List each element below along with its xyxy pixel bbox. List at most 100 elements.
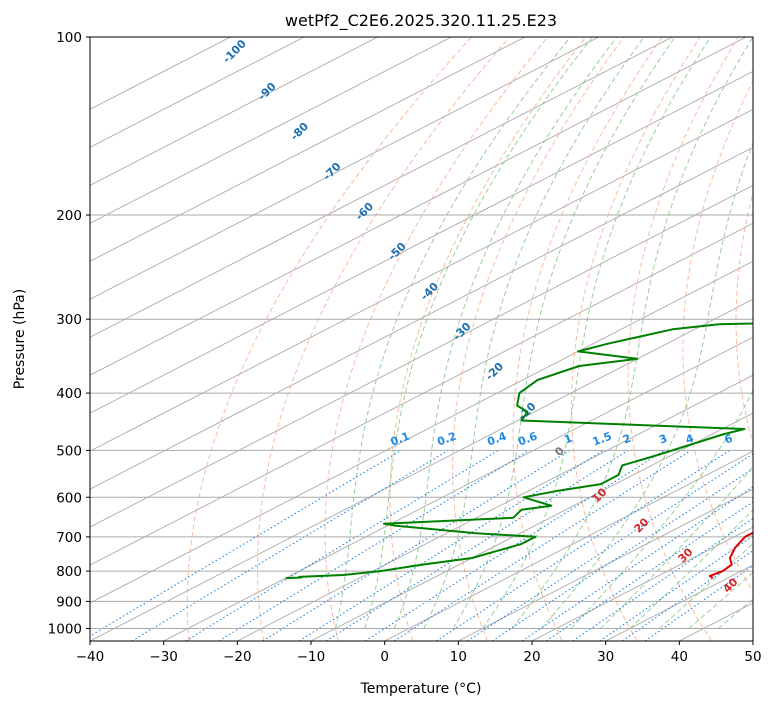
y-tick-label: 200: [56, 208, 82, 224]
isotherm-line: [90, 37, 747, 376]
x-axis-label: Temperature (°C): [360, 681, 482, 697]
y-tick-label: 700: [56, 530, 82, 546]
isotherm-line: [531, 526, 753, 641]
isotherm-line: [90, 146, 753, 490]
mixing-ratio-label: 1: [562, 432, 574, 447]
isohume-label: -60: [353, 200, 376, 223]
isotherm-line: [90, 37, 231, 110]
mixing-ratio-label: 0.2: [436, 430, 459, 449]
isotherm-line: [90, 37, 378, 186]
dry-adiabat-line: [452, 37, 625, 641]
isotherm-line: [90, 298, 753, 641]
moist-adiabat-line: [452, 37, 676, 629]
mixing-ratio-line: [185, 449, 499, 641]
isotherm-line: [384, 450, 753, 641]
dry-adiabat-line: [512, 37, 663, 641]
dry-adiabat-line: [735, 190, 753, 446]
isotherm-line: [310, 412, 753, 641]
moist-adiabat-line: [423, 37, 645, 629]
mixing-ratio-line: [393, 449, 692, 641]
mixing-ratio-line: [467, 453, 753, 641]
moist-adiabat-line: [718, 598, 753, 629]
isotherm-line: [90, 37, 526, 262]
isotherm-line: [90, 37, 452, 224]
isotherm-line: [752, 640, 753, 641]
isotherm-line: [163, 336, 753, 641]
mixing-ratio-line: [90, 449, 402, 637]
isohume-label: -100: [220, 37, 249, 66]
x-tick-label: 30: [597, 649, 614, 665]
mixing-ratio-label: 10: [770, 430, 775, 448]
dry-adiabat-line: [324, 37, 548, 641]
isohume-label: -70: [320, 160, 343, 183]
isotherm-line: [679, 602, 753, 641]
mixing-ratio-line: [572, 517, 753, 641]
wetbulb-label: 30: [676, 545, 696, 565]
x-tick-label: 40: [671, 649, 688, 665]
isotherm-line: [90, 260, 753, 604]
moist-adiabat-line: [482, 37, 712, 629]
x-tick-label: 10: [450, 649, 467, 665]
mixing-ratio-line: [364, 449, 665, 641]
isotherm-line: [90, 70, 753, 414]
mixing-ratio-label: 0.4: [486, 430, 509, 449]
mixing-ratio-line: [491, 468, 753, 641]
x-tick-label: 50: [744, 649, 761, 665]
isohume-label: -80: [288, 120, 311, 143]
wetbulb-label: 40: [721, 575, 741, 595]
y-tick-label: 100: [56, 30, 82, 46]
isotherm-line: [90, 37, 673, 338]
mixing-ratio-label: 0.1: [389, 430, 412, 449]
profile-lines: [285, 322, 753, 580]
mixing-ratio-label: 0.6: [516, 430, 539, 449]
x-tick-label: 0: [380, 649, 389, 665]
mixing-ratio-line: [218, 449, 530, 641]
y-axis-label: Pressure (hPa): [12, 289, 28, 389]
y-tick-label: 900: [56, 594, 82, 610]
isohume-label: -40: [418, 280, 441, 303]
plot-frame: [89, 36, 754, 642]
dry-adiabat-line: [682, 79, 753, 593]
moist-adiabat-line: [364, 37, 593, 629]
isotherm-line: [90, 184, 753, 528]
y-tick-label: 800: [56, 564, 82, 580]
moist-adiabat-line: [393, 37, 618, 629]
x-tick-label: 20: [523, 649, 540, 665]
mixing-ratio-label: 3: [657, 432, 669, 447]
isohume-label: -90: [255, 80, 278, 103]
isotherm-line: [90, 222, 753, 566]
mixing-ratio-label: 8: [751, 432, 763, 447]
moist-adiabat-line: [629, 509, 753, 629]
background-lines: [90, 37, 753, 641]
moist-adiabat-line: [334, 37, 571, 629]
mixing-ratio-label: 2: [621, 432, 633, 447]
mixing-ratio-line: [521, 486, 753, 641]
mixing-ratio-label: 1.5: [591, 430, 614, 449]
isotherm-line: [458, 488, 753, 641]
moist-adiabat-line: [659, 542, 753, 629]
y-tick-label: 1000: [48, 621, 82, 637]
chart-title: wetPf2_C2E6.2025.320.11.25.E23: [285, 11, 557, 31]
temperature-profile-line: [708, 531, 753, 579]
mixing-ratio-line: [622, 549, 753, 641]
dewpoint-profile-line: [285, 322, 753, 580]
dry-adiabat-line: [257, 37, 510, 641]
mixing-ratio-label: 4: [684, 432, 696, 447]
mixing-ratio-line: [131, 449, 449, 641]
dry-adiabat-line: [186, 37, 472, 641]
mixing-ratio-line: [298, 449, 604, 641]
y-tick-label: 300: [56, 312, 82, 328]
isotherm-line: [237, 374, 753, 641]
wetbulb-label: 20: [632, 515, 652, 535]
x-tick-label: −10: [297, 649, 326, 665]
x-tick-label: −40: [76, 649, 105, 665]
isohume-label: -50: [385, 240, 408, 263]
mixing-ratio-line: [644, 564, 753, 641]
x-tick-label: −30: [149, 649, 178, 665]
y-tick-label: 400: [56, 386, 82, 402]
moist-adiabat-line: [511, 37, 753, 629]
y-tick-label: 500: [56, 443, 82, 459]
isotherm-line: [90, 37, 305, 148]
